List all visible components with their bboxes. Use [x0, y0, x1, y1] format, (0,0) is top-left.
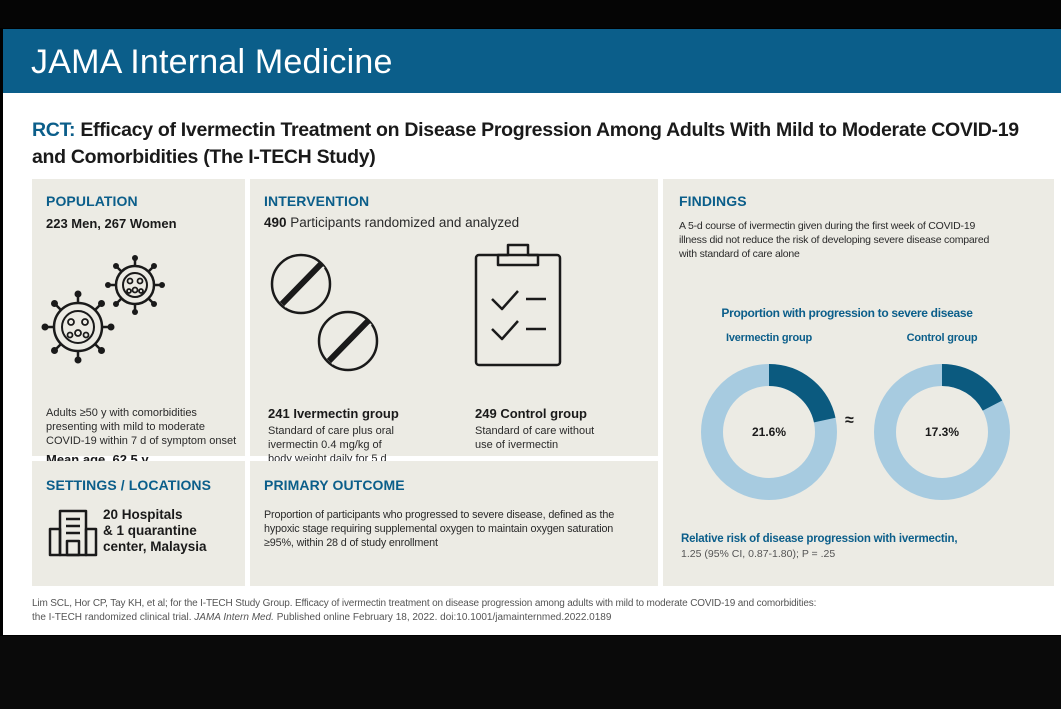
relative-risk-value: 1.25 (95% CI, 0.87-1.80); P = .25 — [681, 548, 836, 560]
headline: RCT: Efficacy of Ivermectin Treatment on… — [32, 117, 1052, 171]
primary-outcome-panel: PRIMARY OUTCOME Proportion of participan… — [250, 461, 658, 586]
intervention-total-text: Participants randomized and analyzed — [290, 215, 520, 230]
citation-line-1: Lim SCL, Hor CP, Tay KH, et al; for the … — [32, 598, 817, 609]
control-donut-label: Control group — [906, 332, 978, 344]
settings-line-2: & 1 quarantine — [103, 523, 197, 538]
citation-line-2: the I-TECH randomized clinical trial. JA… — [32, 612, 612, 623]
intervention-heading: INTERVENTION — [264, 193, 370, 209]
control-desc-2: use of ivermectin — [475, 439, 559, 451]
population-desc-3: COVID-19 within 7 d of symptom onset — [46, 435, 237, 447]
headline-prefix: RCT: — [32, 119, 76, 141]
findings-heading: FINDINGS — [679, 193, 747, 209]
control-group-number: 249 — [475, 406, 497, 421]
population-desc-1: Adults ≥50 y with comorbidities — [46, 407, 197, 419]
approx-symbol: ≈ — [845, 412, 854, 429]
donut-value-label-1: 17.3% — [925, 425, 959, 439]
donut-chart: 21.6% 17.3% — [701, 364, 1010, 500]
population-heading: POPULATION — [46, 193, 138, 209]
population-desc-2: presenting with mild to moderate — [46, 421, 205, 433]
settings-panel: SETTINGS / LOCATIONS 20 Hospitals & 1 qu… — [32, 461, 245, 586]
pill-icon — [270, 253, 379, 372]
ivermectin-desc-1: Standard of care plus oral — [268, 425, 394, 437]
settings-line-1: 20 Hospitals — [103, 507, 183, 522]
headline-line1: Efficacy of Ivermectin Treatment on Dise… — [80, 119, 1019, 141]
journal-header: JAMA Internal Medicine — [3, 29, 1061, 93]
findings-panel: FINDINGS A 5-d course of ivermectin give… — [663, 179, 1054, 586]
ivermectin-group-label: 241 Ivermectin group — [268, 406, 399, 421]
headline-line2: and Comorbidities (The I-TECH Study) — [32, 146, 376, 168]
intervention-panel: INTERVENTION 490 Participants randomized… — [250, 179, 658, 465]
intervention-total-number: 490 — [264, 215, 287, 230]
relative-risk-label: Relative risk of disease progression wit… — [681, 533, 958, 545]
journal-title: JAMA Internal Medicine — [31, 43, 393, 81]
donut-progressed-1 — [874, 364, 1010, 500]
infographic-card: JAMA Internal Medicine RCT: Efficacy of … — [3, 29, 1061, 635]
population-panel: POPULATION 223 Men, 267 Women — [32, 179, 245, 467]
findings-summary-2: illness did not reduce the risk of devel… — [679, 234, 990, 246]
citation: Lim SCL, Hor CP, Tay KH, et al; for the … — [32, 597, 1042, 625]
control-group-label: 249 Control group — [475, 406, 587, 421]
chart-title: Proportion with progression to severe di… — [721, 306, 973, 320]
bottom-black-bar — [0, 636, 1061, 709]
donut-value-label-0: 21.6% — [752, 425, 786, 439]
settings-heading: SETTINGS / LOCATIONS — [46, 477, 212, 493]
clipboard-checklist-icon — [474, 243, 562, 367]
ivermectin-desc-2: ivermectin 0.4 mg/kg of — [268, 439, 382, 451]
intervention-total: 490 Participants randomized and analyzed — [264, 215, 519, 230]
citation-journal: JAMA Intern Med. — [194, 612, 274, 623]
control-desc-1: Standard of care without — [475, 425, 595, 437]
primary-outcome-line-3: ≥95%, within 28 d of study enrollment — [264, 537, 438, 549]
settings-line-3: center, Malaysia — [103, 539, 207, 554]
ivermectin-group-number: 241 — [268, 406, 290, 421]
population-counts: 223 Men, 267 Women — [46, 216, 177, 231]
findings-summary-3: with standard of care alone — [679, 248, 800, 260]
primary-outcome-heading: PRIMARY OUTCOME — [264, 477, 405, 493]
hospital-building-icon — [48, 509, 98, 557]
virus-icon — [41, 255, 165, 364]
donut-progressed-0 — [701, 364, 837, 500]
ivermectin-donut-label: Ivermectin group — [725, 332, 813, 344]
top-black-bar — [0, 0, 1061, 28]
primary-outcome-line-2: hypoxic stage requiring supplemental oxy… — [264, 523, 614, 535]
primary-outcome-line-1: Proportion of participants who progresse… — [264, 509, 615, 521]
findings-summary-1: A 5-d course of ivermectin given during … — [679, 220, 976, 232]
